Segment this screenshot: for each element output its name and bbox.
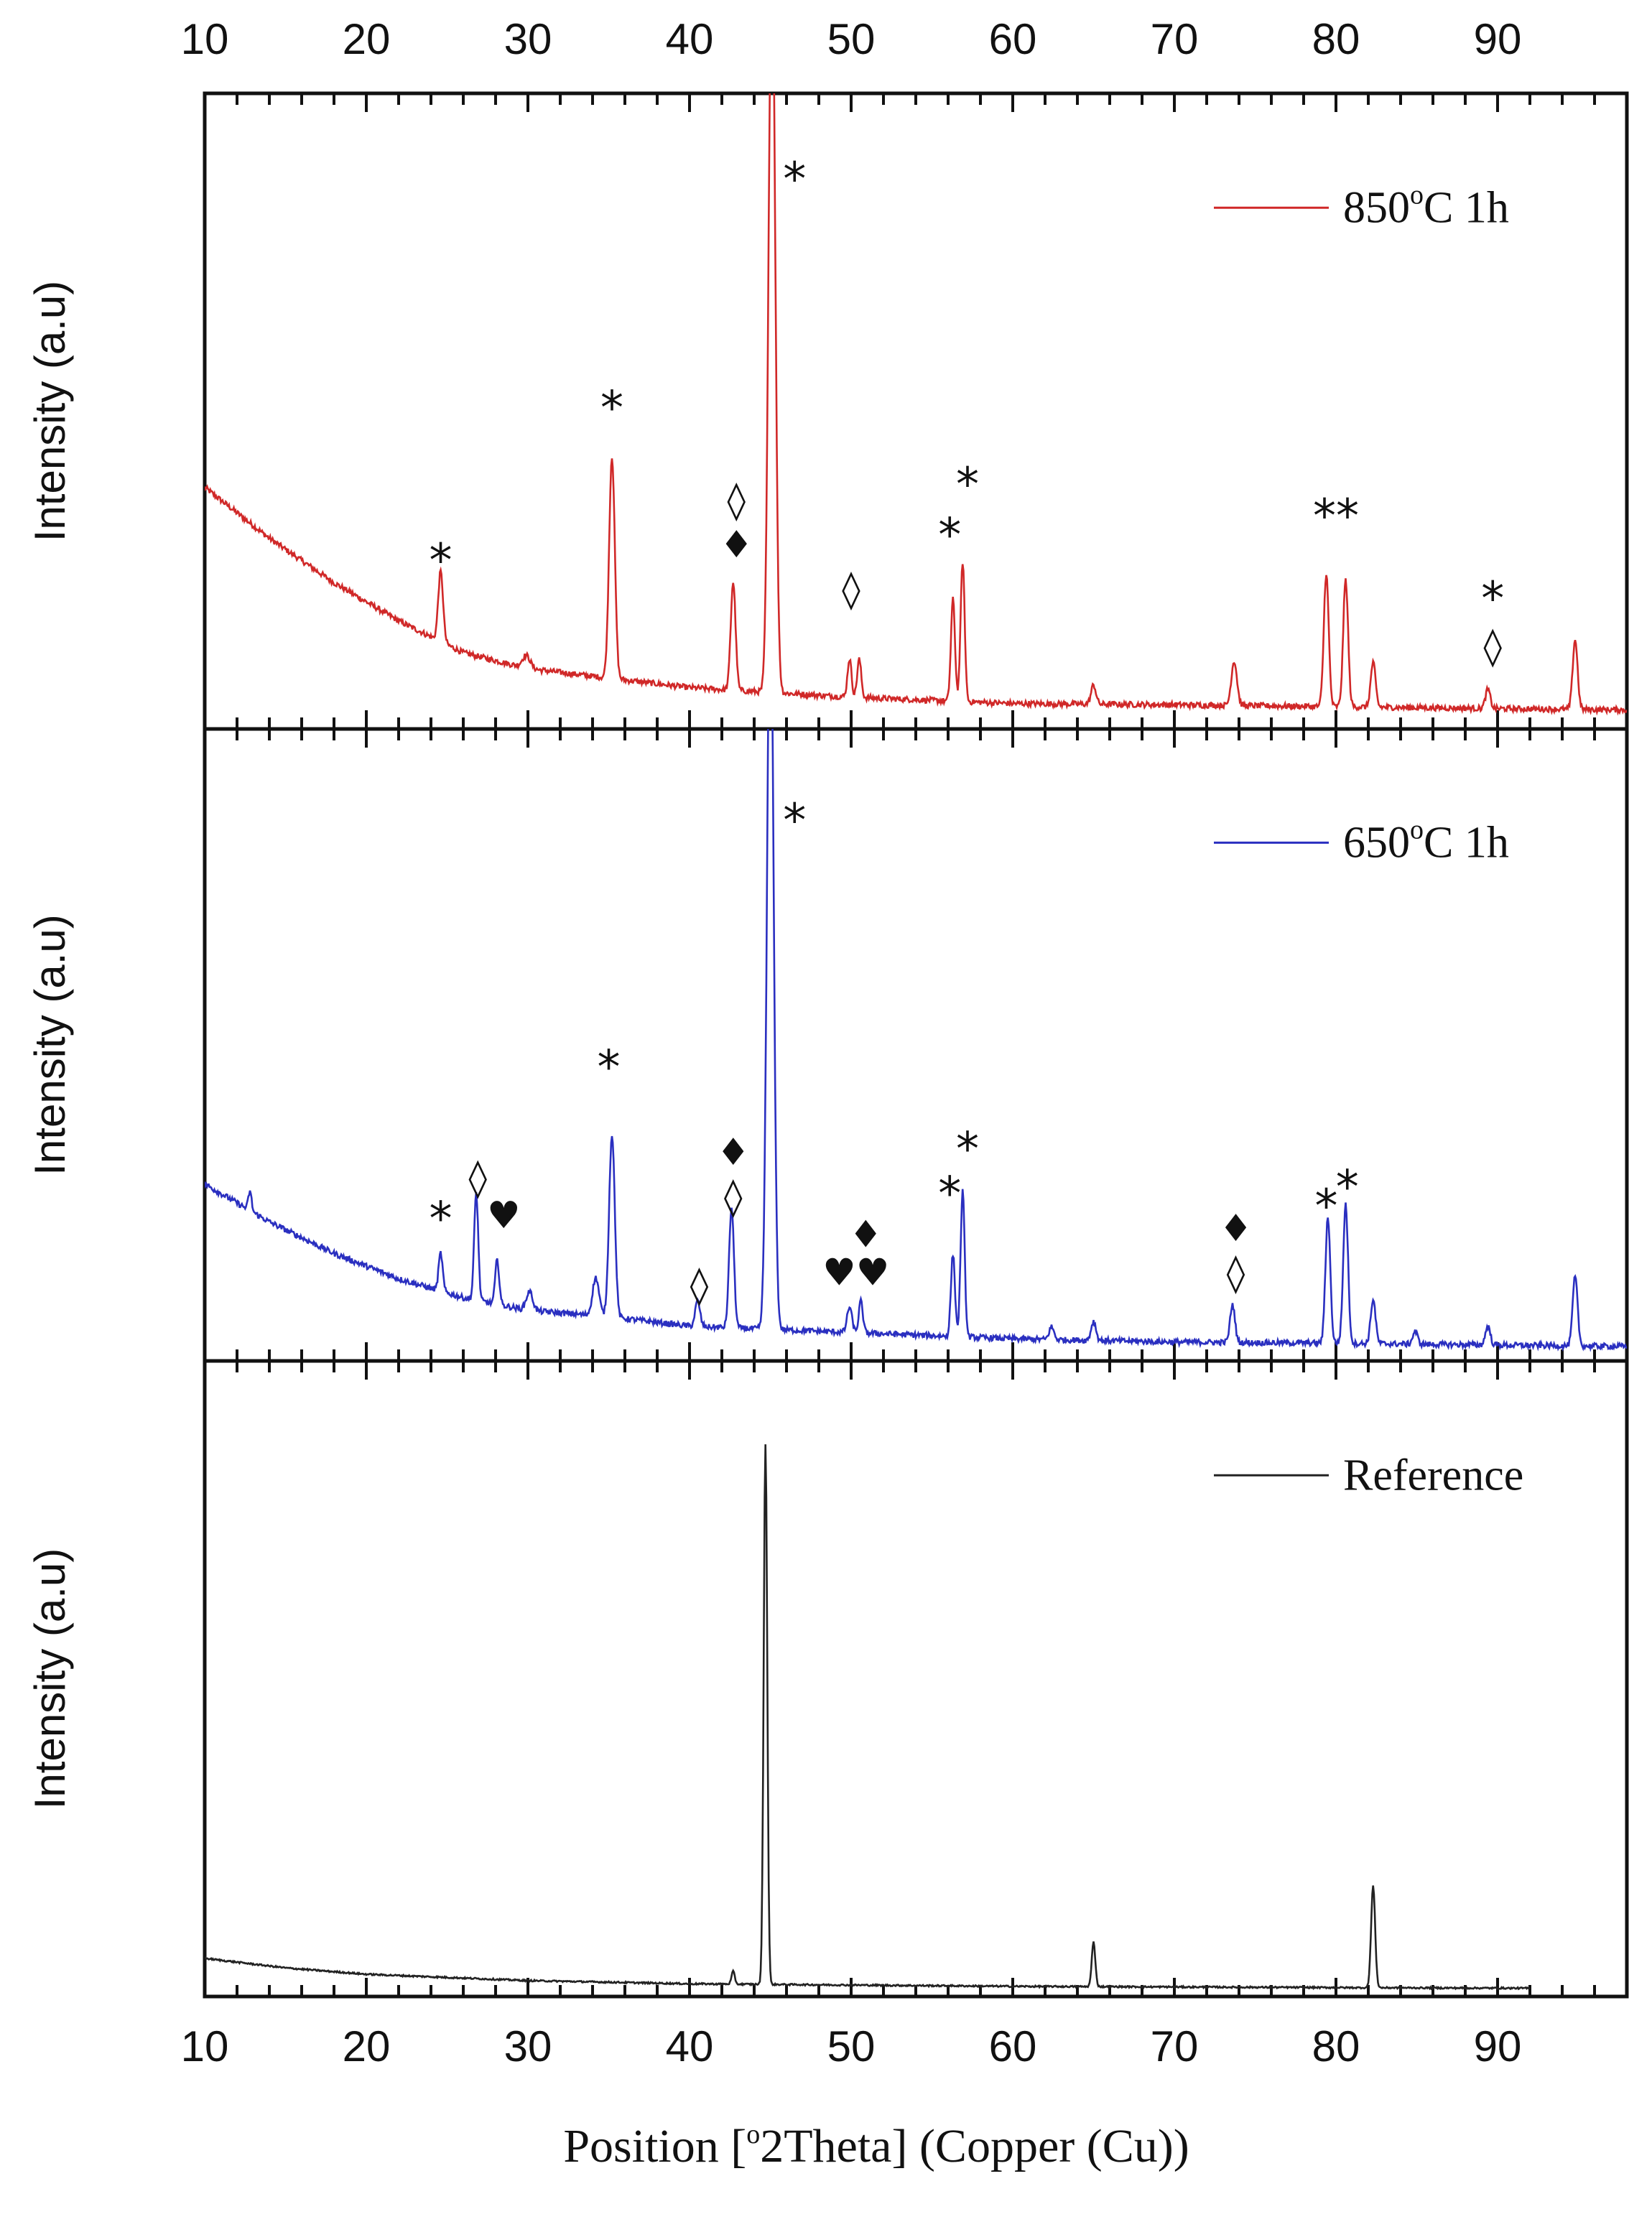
x-tick-label-top: 50 xyxy=(827,15,876,63)
series-line xyxy=(205,1444,1531,1991)
x-axis-title: Position [o2Theta] (Copper (Cu)) xyxy=(563,2119,1189,2172)
phase-marker: * xyxy=(1481,573,1504,626)
legend-label-rest: C 1h xyxy=(1424,183,1509,232)
y-axis-title: Intensity (a.u) xyxy=(26,1548,74,1810)
phase-marker: ◊ xyxy=(1483,626,1502,669)
x-tick-label-bottom: 30 xyxy=(504,2022,552,2070)
y-axis-title: Intensity (a.u) xyxy=(26,914,74,1176)
phase-marker: * xyxy=(430,1193,453,1246)
phase-marker: ♦ xyxy=(720,524,753,567)
x-tick-label-bottom: 10 xyxy=(181,2022,229,2070)
phase-marker: ♦ xyxy=(716,1131,750,1174)
phase-marker: ◊ xyxy=(468,1156,487,1199)
x-tick-label-bottom: 60 xyxy=(989,2022,1037,2070)
x-tick-label-bottom: 20 xyxy=(343,2022,391,2070)
phase-marker: * xyxy=(430,535,453,588)
phase-marker: ♥♥ xyxy=(822,1251,889,1294)
x-tick-label-bottom: 40 xyxy=(666,2022,714,2070)
legend-label-main: Reference xyxy=(1343,1451,1523,1500)
phase-marker: ◊ xyxy=(842,568,860,611)
panel-850: Intensity (a.u)850oC 1h**◊♦*◊*****◊ xyxy=(26,91,1629,731)
legend-label-main: 850 xyxy=(1343,183,1410,232)
phase-marker: * xyxy=(598,1041,621,1094)
phase-marker: ♦ xyxy=(1219,1207,1253,1250)
x-tick-label-top: 80 xyxy=(1312,15,1360,63)
x-tick-label-top: 70 xyxy=(1151,15,1199,63)
phase-marker: * xyxy=(1336,1161,1359,1214)
legend-label: Reference xyxy=(1343,1451,1523,1500)
y-axis-title: Intensity (a.u) xyxy=(26,281,74,542)
phase-marker: * xyxy=(938,509,961,562)
x-tick-label-bottom: 70 xyxy=(1151,2022,1199,2070)
panel-650: Intensity (a.u)650oC 1h*◊♥*◊♦◊*♥♥♦**♦◊** xyxy=(26,727,1629,1363)
phase-marker: ◊ xyxy=(1227,1252,1245,1295)
legend-label-main: 650 xyxy=(1343,818,1410,867)
phase-marker: ◊ xyxy=(690,1264,709,1307)
phase-marker: ♦ xyxy=(849,1214,883,1257)
phase-marker: * xyxy=(1315,1180,1338,1233)
phase-marker: ♥ xyxy=(487,1194,521,1237)
x-tick-label-top: 40 xyxy=(666,15,714,63)
phase-marker: * xyxy=(956,1123,979,1176)
x-tick-label-bottom: 50 xyxy=(827,2022,876,2070)
panel-ref: Intensity (a.u) Reference xyxy=(26,1359,1629,1999)
phase-marker: ◊ xyxy=(724,1176,743,1219)
x-tick-label-top: 90 xyxy=(1474,15,1522,63)
x-tick-label-top: 10 xyxy=(181,15,229,63)
phase-marker: ◊ xyxy=(727,479,746,522)
phase-marker: * xyxy=(938,1168,961,1221)
phase-marker: * xyxy=(783,154,806,207)
series-line xyxy=(205,93,1627,716)
x-tick-label-top: 20 xyxy=(343,15,391,63)
legend-label: 650oC 1h xyxy=(1343,814,1509,867)
x-tick-label-top: 60 xyxy=(989,15,1037,63)
legend-label: 850oC 1h xyxy=(1343,180,1509,232)
x-tick-label-top: 30 xyxy=(504,15,552,63)
legend-label-sup: o xyxy=(1410,180,1424,210)
legend-label-sup: o xyxy=(1410,814,1424,845)
series-line xyxy=(205,729,1627,1352)
x-tick-label-bottom: 80 xyxy=(1312,2022,1360,2070)
phase-marker: ** xyxy=(1313,491,1359,544)
phase-marker: * xyxy=(600,382,623,435)
phase-marker: * xyxy=(956,458,979,511)
legend-label-rest: C 1h xyxy=(1424,818,1509,867)
phase-marker: * xyxy=(783,795,806,848)
x-tick-label-bottom: 90 xyxy=(1474,2022,1522,2070)
